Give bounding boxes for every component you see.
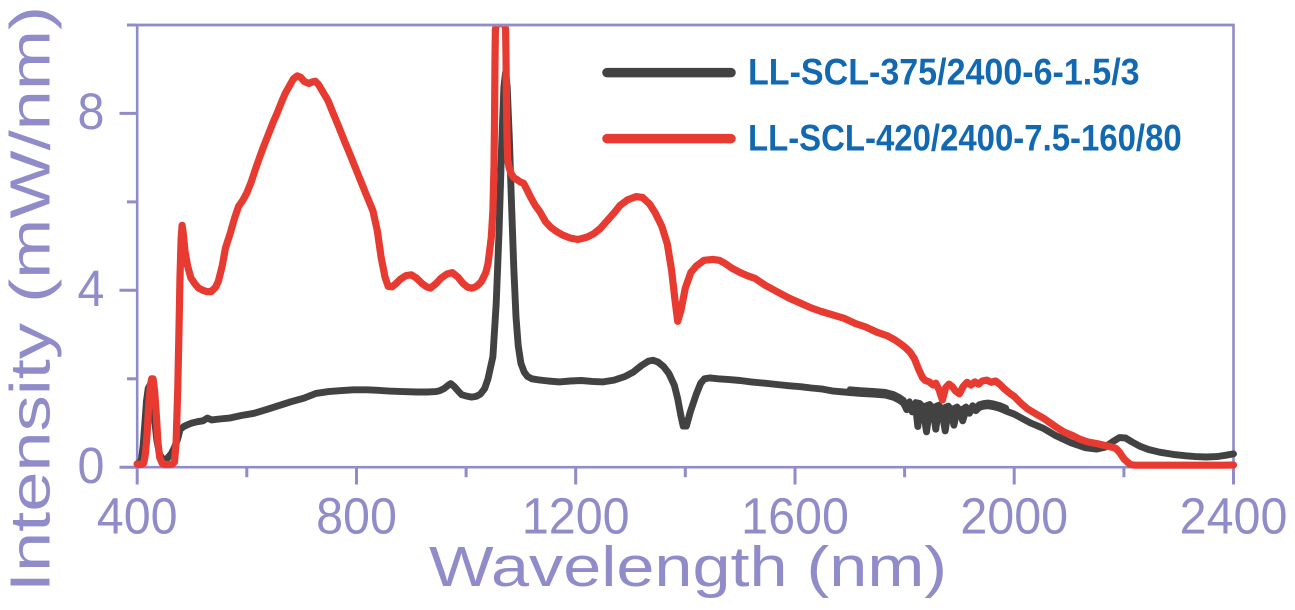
svg-text:Intensity (mW/nm): Intensity (mW/nm) xyxy=(0,6,62,592)
svg-text:400: 400 xyxy=(97,487,178,544)
svg-text:8: 8 xyxy=(78,83,105,140)
svg-text:Wavelength (nm): Wavelength (nm) xyxy=(429,535,947,598)
svg-text:LL-SCL-375/2400-6-1.5/3: LL-SCL-375/2400-6-1.5/3 xyxy=(748,51,1140,93)
svg-text:4: 4 xyxy=(78,260,105,317)
svg-text:800: 800 xyxy=(316,487,397,544)
svg-text:2000: 2000 xyxy=(960,487,1068,544)
svg-text:1200: 1200 xyxy=(522,487,630,544)
svg-text:LL-SCL-420/2400-7.5-160/80: LL-SCL-420/2400-7.5-160/80 xyxy=(748,118,1182,159)
svg-text:2400: 2400 xyxy=(1180,487,1288,544)
svg-text:1600: 1600 xyxy=(741,487,849,544)
svg-text:0: 0 xyxy=(78,437,105,494)
